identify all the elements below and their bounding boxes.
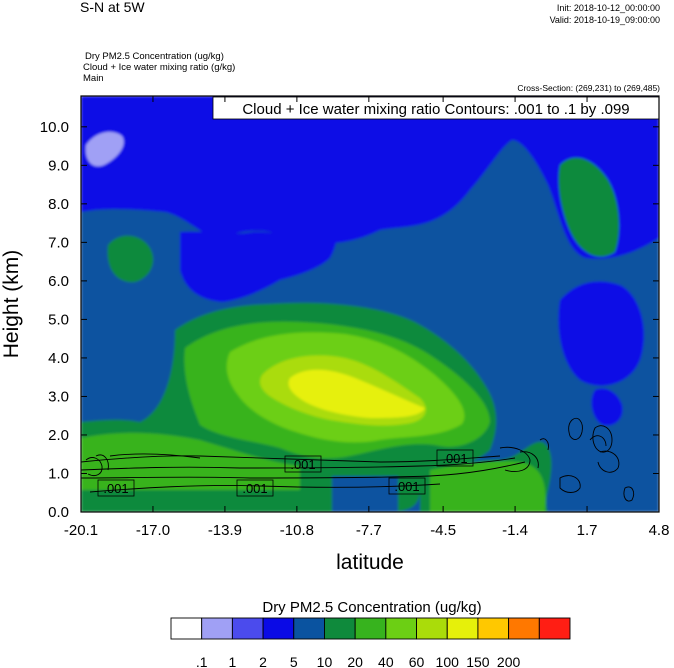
x-tick-label: -4.5 <box>430 522 456 539</box>
field-name-cloud: Cloud + Ice water mixing ratio (g/kg) <box>83 62 235 73</box>
colorbar-swatch <box>201 617 233 640</box>
y-tick-label: 10.0 <box>40 119 69 136</box>
y-tick-label: 2.0 <box>48 427 69 444</box>
fill-level-10-20-north <box>558 157 620 257</box>
colorbar-label: 20 <box>347 654 363 668</box>
colorbar-swatch <box>354 617 387 640</box>
contour-label: .001 <box>394 479 419 494</box>
colorbar-swatch <box>477 617 510 640</box>
field-name-main: Main <box>83 73 104 84</box>
colorbar-label: 5 <box>290 654 298 668</box>
colorbar-label: 150 <box>466 654 490 668</box>
x-tick-label: -20.1 <box>64 522 98 539</box>
fill-level-5-10-core <box>332 476 398 512</box>
field-name-pm25: Dry PM2.5 Concentration (ug/kg) <box>85 51 224 62</box>
fill-level-10-20-west <box>107 235 154 283</box>
fill-level-20-40-lower <box>81 432 300 490</box>
contour-info-text: Cloud + Ice water mixing ratio Contours:… <box>242 101 629 118</box>
fill-level-2-5-lower <box>558 281 644 386</box>
y-tick-label: 3.0 <box>48 388 69 405</box>
contour-label: .001 <box>442 451 467 466</box>
x-tick-label: -1.4 <box>502 522 528 539</box>
x-tick-label: -17.0 <box>136 522 170 539</box>
colorbar-swatch <box>324 617 356 640</box>
y-axis: 0.0 1.0 2.0 3.0 4.0 5.0 6.0 7.0 8.0 9.0 10.0 <box>40 119 659 521</box>
colorbar-label: 100 <box>436 654 460 668</box>
contour-label: .001 <box>242 481 267 496</box>
colorbar-swatch <box>508 617 540 640</box>
contour-label: .001 <box>103 481 128 496</box>
y-tick-label: 0.0 <box>48 504 69 521</box>
y-tick-label: 9.0 <box>48 157 69 174</box>
fill-level-2-5-mid <box>180 230 337 302</box>
y-tick-label: 6.0 <box>48 273 69 290</box>
colorbar-label: 200 <box>497 654 521 668</box>
valid-time: Valid: 2018-10-19_09:00:00 <box>550 15 660 25</box>
colorbar-swatch <box>231 617 264 640</box>
colorbar-swatch <box>293 617 325 640</box>
fill-level-2-5-patch <box>591 388 623 426</box>
plot-area: .001 .001 .001 .001 .001 <box>81 96 659 512</box>
colorbar-swatch <box>446 617 479 640</box>
colorbar-label: 60 <box>409 654 425 668</box>
y-tick-label: 1.0 <box>48 465 69 482</box>
colorbar-swatch <box>385 617 417 640</box>
cross-section-label: Cross-Section: (269,231) to (269,485) <box>517 83 660 93</box>
colorbar: .1 1 2 5 10 20 40 60 100 150 200 <box>170 617 571 668</box>
colorbar-swatch <box>538 617 571 640</box>
x-tick-label: -13.9 <box>208 522 242 539</box>
y-tick-label: 4.0 <box>48 350 69 367</box>
y-tick-label: 8.0 <box>48 196 69 213</box>
y-tick-label: 5.0 <box>48 311 69 328</box>
contour-label: .001 <box>290 457 315 472</box>
x-axis-title: latitude <box>336 551 404 574</box>
colorbar-title: Dry PM2.5 Concentration (ug/kg) <box>262 599 481 616</box>
fill-level-1-2 <box>85 131 124 167</box>
contour-label-group: .001 .001 .001 .001 .001 <box>97 449 474 497</box>
x-tick-label: 4.8 <box>649 522 670 539</box>
contour-lines <box>81 417 635 502</box>
colorbar-label: 40 <box>378 654 394 668</box>
plot-frame <box>80 95 660 513</box>
colorbar-swatch <box>262 617 295 640</box>
x-axis: -20.1 -17.0 -13.9 -10.8 -7.7 -4.5 -1.4 1.7 4.8 <box>64 96 670 539</box>
fill-level-20-40-east <box>430 461 546 512</box>
colorbar-swatch <box>170 617 203 640</box>
x-tick-label: 1.7 <box>577 522 598 539</box>
colorbar-label: 2 <box>259 654 267 668</box>
colorbar-label: 1 <box>228 654 236 668</box>
colorbar-swatch <box>416 617 448 640</box>
figure-title: S-N at 5W <box>80 0 145 15</box>
fill-level-100-150 <box>288 369 425 418</box>
colorbar-label: 10 <box>317 654 333 668</box>
x-tick-label: -10.8 <box>280 522 314 539</box>
fill-level-2-5-upper <box>81 96 659 259</box>
colorbar-label: .1 <box>196 654 208 668</box>
x-tick-label: -7.7 <box>356 522 382 539</box>
init-time: Init: 2018-10-12_00:00:00 <box>557 3 660 13</box>
y-tick-label: 7.0 <box>48 234 69 251</box>
y-axis-title: Height (km) <box>0 250 23 359</box>
